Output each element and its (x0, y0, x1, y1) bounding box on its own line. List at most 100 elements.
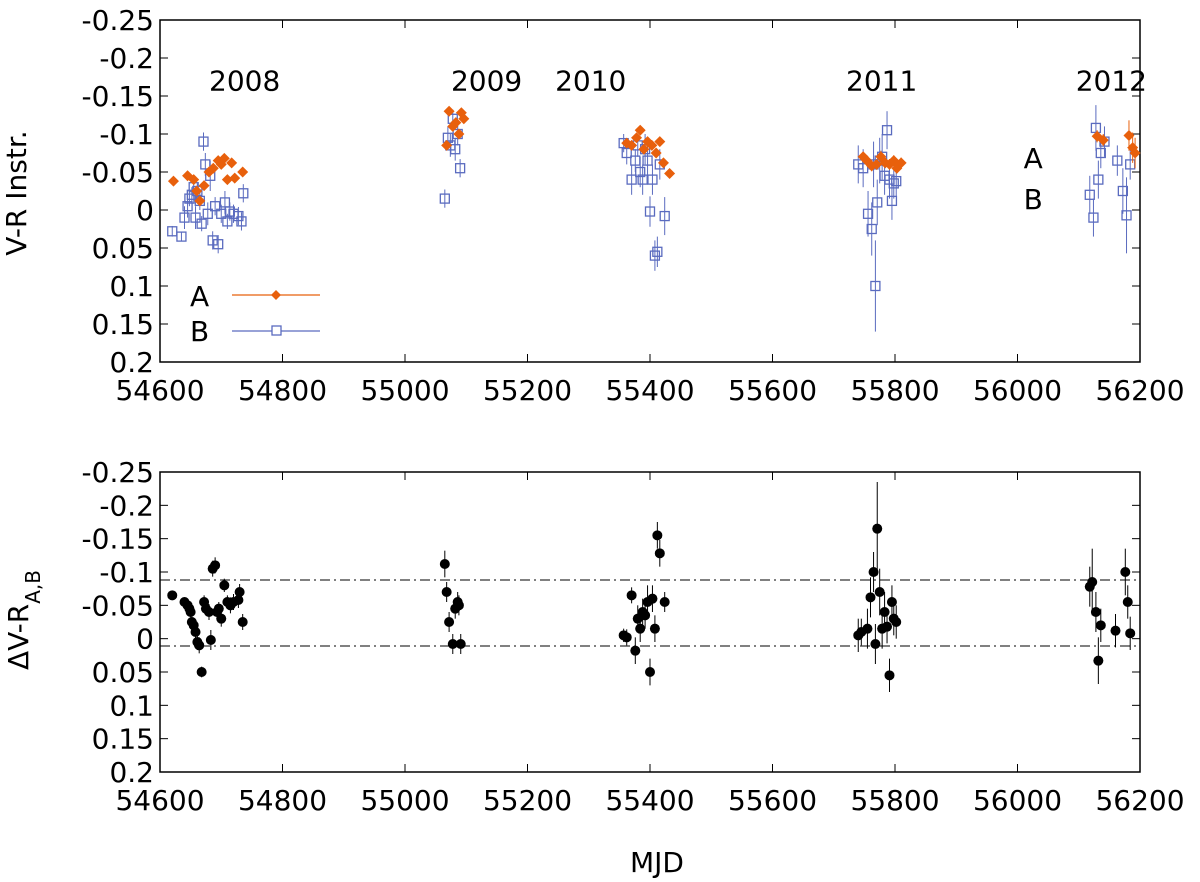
data-point-diff (1125, 628, 1136, 639)
year-label: 2012 (1076, 65, 1147, 98)
bottom-x-tick-labels: 54600 54800 55000 55200 55400 55600 55800 56000… (115, 784, 1184, 817)
data-point-B (179, 212, 190, 223)
data-point-diff (185, 607, 196, 617)
data-point-A (441, 139, 453, 151)
x-tick-label: 54800 (238, 784, 327, 817)
data-point-diff (444, 617, 455, 627)
data-point-A (646, 139, 658, 151)
data-point-B (209, 201, 221, 212)
data-point-A (1123, 130, 1135, 142)
reference-lines (160, 579, 1140, 647)
data-point-B (1084, 189, 1095, 200)
data-point-diff (645, 667, 655, 677)
year-label: 2011 (846, 65, 917, 98)
x-tick-label: 55400 (605, 374, 694, 407)
data-point-A (664, 168, 676, 180)
data-point-A (450, 117, 462, 129)
top-annotations: 2008 2009 2010 2011 2012 AB (209, 65, 1147, 217)
data-point-B (207, 235, 218, 246)
y-tick-label: -0.05 (82, 156, 154, 189)
y-tick-label: -0.2 (99, 489, 154, 522)
year-label: 2009 (451, 65, 522, 98)
data-point-diff (868, 567, 879, 577)
data-point-A (1097, 134, 1109, 146)
data-point-B (202, 208, 213, 219)
data-point-diff (204, 607, 214, 617)
data-point-diff (1090, 607, 1101, 617)
data-point-diff (640, 610, 651, 621)
x-tick-label: 55800 (850, 784, 939, 817)
y-tick-label: 0.15 (92, 723, 154, 756)
data-point-diff (649, 623, 660, 634)
data-point-B (196, 218, 207, 229)
x-tick-label: 55000 (360, 374, 449, 407)
data-point-B (888, 178, 899, 189)
y-tick-label: 0.2 (109, 346, 154, 379)
data-point-diff (884, 670, 895, 681)
legend-label-A: A (190, 280, 209, 313)
top-panel: -0.25 -0.2 -0.15 -0.1 -0.05 0 0.05 0.1 0.15 0.2 5… (0, 4, 1185, 407)
y-tick-label: 0 (136, 623, 154, 656)
x-tick-label: 55200 (483, 784, 572, 817)
data-point-diff (1093, 655, 1104, 666)
data-point-B (644, 206, 656, 217)
data-point-B (652, 246, 663, 257)
x-tick-label: 55000 (360, 784, 449, 817)
data-point-B (862, 208, 874, 219)
data-point-A (226, 157, 238, 169)
data-point-A (221, 174, 233, 186)
data-point-diff (635, 623, 646, 634)
data-point-diff (219, 580, 230, 591)
data-point-diff (167, 590, 178, 601)
data-point-B (176, 231, 187, 242)
y-tick-label: -0.05 (82, 589, 154, 622)
top-x-tick-labels: 54600 54800 55000 55200 55400 55600 55800 56000… (115, 374, 1184, 407)
legend-marker-B (271, 325, 282, 336)
data-point-diff (447, 639, 458, 649)
x-tick-label: 56000 (973, 374, 1062, 407)
bottom-y-axis-title-main: ΔV-R (2, 604, 35, 670)
x-tick-label: 55800 (850, 374, 939, 407)
data-point-diff (865, 592, 876, 603)
data-point-diff (196, 667, 207, 677)
data-point-A (167, 175, 179, 187)
difference-points (167, 482, 1136, 692)
x-tick-label: 55400 (605, 784, 694, 817)
data-point-B (872, 197, 883, 208)
data-point-B (198, 136, 209, 147)
y-tick-label: -0.1 (99, 118, 154, 151)
data-point-B (213, 239, 224, 250)
data-point-A (443, 105, 455, 117)
y-tick-label: -0.25 (82, 4, 154, 37)
data-point-B (626, 174, 637, 185)
data-point-B (236, 216, 247, 227)
annotation-A: A (1024, 142, 1043, 175)
data-point-diff (216, 613, 227, 624)
data-point-B (881, 125, 893, 136)
data-point-diff (1122, 597, 1133, 607)
data-point-B (439, 193, 450, 204)
data-point-diff (439, 559, 450, 569)
data-point-diff (630, 645, 641, 656)
y-tick-label: 0 (136, 194, 154, 227)
data-point-B (1112, 155, 1123, 166)
x-tick-label: 54800 (238, 374, 327, 407)
data-point-A (638, 143, 650, 155)
y-tick-label: 0.2 (109, 756, 154, 789)
y-tick-label: -0.15 (82, 523, 154, 556)
data-point-diff (886, 597, 897, 607)
data-point-B (184, 193, 195, 204)
data-point-B (1117, 185, 1128, 197)
data-point-B (222, 216, 233, 227)
series-B-points (167, 105, 1136, 332)
data-point-diff (213, 603, 224, 614)
data-point-A (458, 113, 470, 125)
data-point-B (866, 223, 877, 235)
legend-label-B: B (190, 315, 209, 348)
data-point-A (229, 172, 241, 184)
data-point-A (194, 195, 206, 207)
year-label: 2008 (209, 65, 280, 98)
